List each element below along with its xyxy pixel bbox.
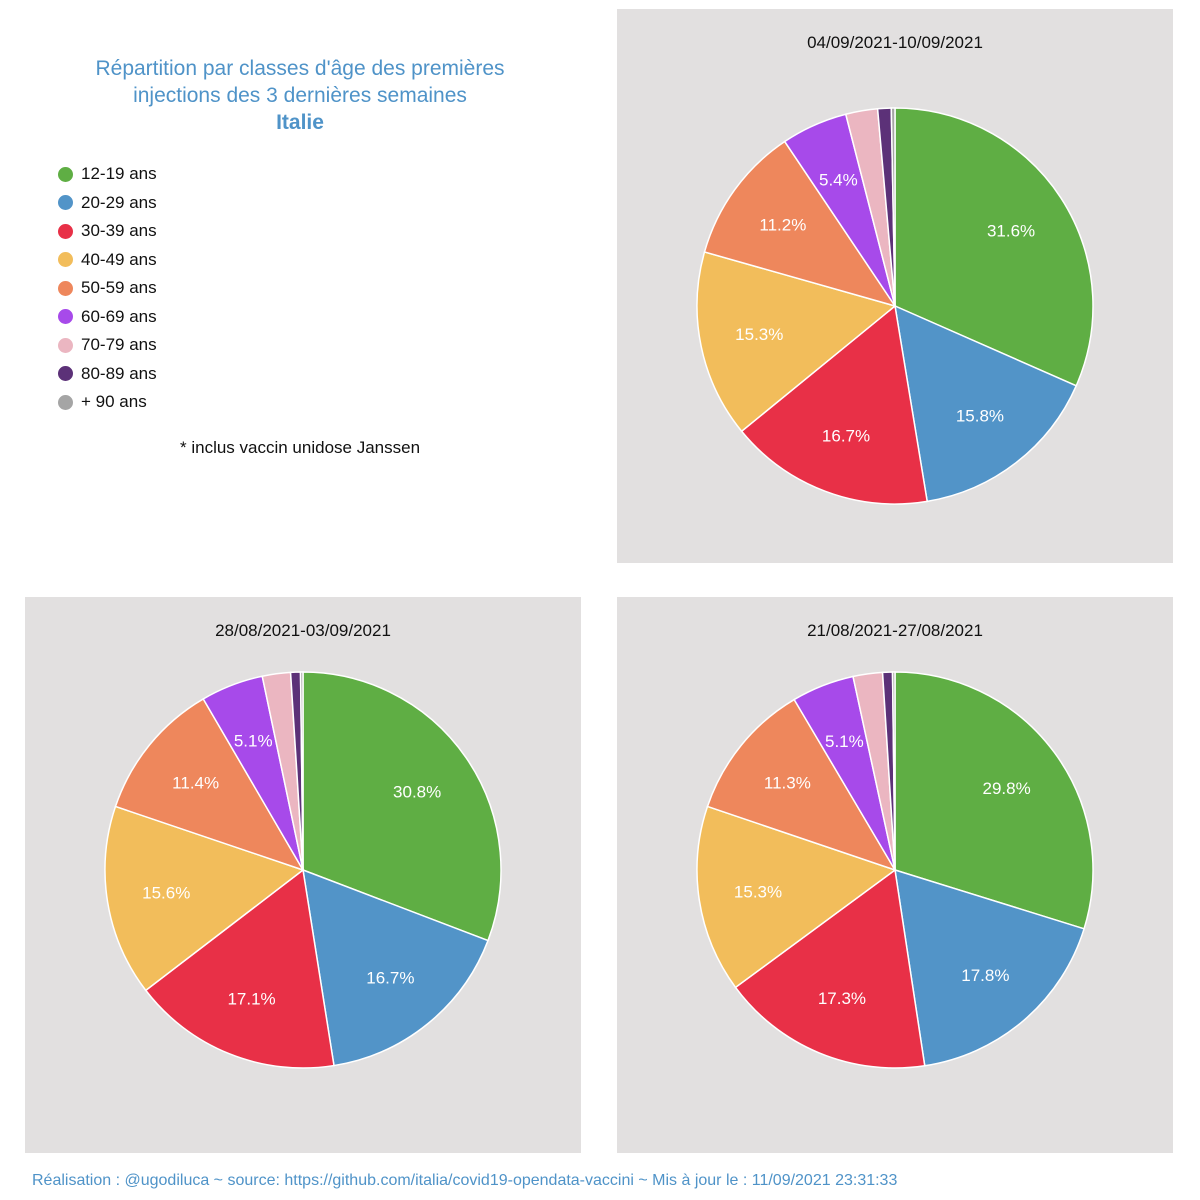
legend-swatch: [58, 309, 73, 325]
legend-label: 80-89 ans: [81, 363, 157, 383]
pie-data-label: 15.3%: [735, 325, 783, 344]
pie-slice-90[interactable]: [890, 107, 896, 307]
pie-slice-40-49[interactable]: [104, 805, 305, 992]
pie-panel-week-3: 21/08/2021-27/08/2021 29.8% 17.8% 17.3% 15.…: [617, 597, 1173, 1153]
pie-title: 04/09/2021-10/09/2021: [807, 33, 983, 52]
pie-slice-20-29[interactable]: [894, 304, 1078, 503]
pie-data-label: 11.2%: [759, 216, 806, 235]
legend-item[interactable]: + 90 ans: [58, 388, 157, 417]
pie-data-label: 31.6%: [987, 221, 1035, 240]
legend-item[interactable]: 80-89 ans: [58, 360, 157, 389]
legend-item[interactable]: 12-19 ans: [58, 160, 157, 189]
pie-data-label: 16.7%: [366, 969, 414, 988]
legend-swatch: [58, 252, 73, 268]
pie-chart-svg: 29.8% 17.8% 17.3% 15.3% 11.3% 5.1%: [696, 671, 1094, 1069]
title-country: Italie: [276, 111, 324, 134]
pie-data-label: 30.8%: [393, 782, 441, 801]
pie-data-label: 5.4%: [819, 171, 858, 190]
pie-data-label: 17.8%: [961, 966, 1009, 985]
legend-swatch: [58, 195, 73, 211]
legend: 12-19 ans 20-29 ans 30-39 ans 40-49 ans 50-5…: [58, 160, 157, 417]
legend-label: 60-69 ans: [81, 306, 157, 326]
pie-data-label: 5.1%: [234, 732, 273, 751]
pie-data-label: 5.1%: [825, 732, 864, 751]
pie-data-label: 17.3%: [818, 989, 866, 1008]
legend-item[interactable]: 50-59 ans: [58, 274, 157, 303]
legend-swatch: [58, 394, 73, 410]
pie-data-label: 29.8%: [983, 779, 1031, 798]
pie-slice-30-39[interactable]: [734, 868, 926, 1069]
pie-data-label: 11.3%: [764, 774, 811, 793]
pie-data-label: 15.8%: [956, 407, 1004, 426]
legend-swatch: [58, 166, 73, 182]
pie-panel-week-1: 04/09/2021-10/09/2021 31.6% 15.8% 16.7% 15.…: [617, 9, 1173, 563]
pie-data-label: 11.4%: [172, 773, 219, 792]
pie-title: 28/08/2021-03/09/2021: [215, 621, 391, 640]
pie-title: 21/08/2021-27/08/2021: [807, 621, 983, 640]
pie-slice-12-19[interactable]: [894, 107, 1094, 387]
pie-slice-50-59[interactable]: [706, 698, 897, 872]
legend-label: 12-19 ans: [81, 164, 157, 184]
pie-slice-30-39[interactable]: [740, 304, 929, 505]
legend-label: 50-59 ans: [81, 278, 157, 298]
pie-data-label: 17.1%: [227, 990, 275, 1009]
footer-credits: Réalisation : @ugodiluca ~ source: https…: [32, 1172, 898, 1189]
legend-item[interactable]: 20-29 ans: [58, 189, 157, 218]
legend-item[interactable]: 70-79 ans: [58, 331, 157, 360]
legend-swatch: [58, 223, 73, 239]
pie-slice-30-39[interactable]: [144, 868, 335, 1069]
pie-slice-40-49[interactable]: [696, 251, 897, 433]
pie-panel-week-2: 28/08/2021-03/09/2021 30.8% 16.7% 17.1% 15.…: [25, 597, 581, 1153]
pie-slice-20-29[interactable]: [302, 868, 489, 1067]
chart-title: Répartition par classes d'âge des premiè…: [40, 55, 560, 136]
pie-slice-90[interactable]: [891, 671, 896, 871]
legend-swatch: [58, 337, 73, 353]
title-line-1: Répartition par classes d'âge des premiè…: [95, 57, 505, 80]
pie-slice-40-49[interactable]: [696, 805, 897, 989]
pie-data-label: 15.3%: [734, 882, 782, 901]
legend-label: 40-49 ans: [81, 249, 157, 269]
pie-slice-50-59[interactable]: [114, 697, 305, 872]
legend-item[interactable]: 60-69 ans: [58, 303, 157, 332]
pie-data-label: 15.6%: [142, 884, 190, 903]
pie-slice-90[interactable]: [299, 671, 304, 871]
legend-item[interactable]: 30-39 ans: [58, 217, 157, 246]
title-line-2: injections des 3 dernières semaines: [133, 84, 467, 107]
legend-label: + 90 ans: [81, 392, 147, 412]
pie-chart-svg: 31.6% 15.8% 16.7% 15.3% 11.2% 5.4%: [696, 107, 1094, 505]
pie-chart-svg: 30.8% 16.7% 17.1% 15.6% 11.4% 5.1%: [104, 671, 502, 1069]
pie-data-label: 16.7%: [822, 427, 870, 446]
legend-item[interactable]: 40-49 ans: [58, 246, 157, 275]
legend-swatch: [58, 280, 73, 296]
pie-slice-12-19[interactable]: [302, 671, 502, 942]
pie-slice-50-59[interactable]: [703, 140, 897, 308]
pie-slice-20-29[interactable]: [894, 868, 1086, 1067]
legend-swatch: [58, 366, 73, 382]
footnote: * inclus vaccin unidose Janssen: [180, 438, 421, 457]
pie-slice-12-19[interactable]: [894, 671, 1094, 930]
legend-label: 20-29 ans: [81, 192, 157, 212]
legend-label: 70-79 ans: [81, 335, 157, 355]
legend-label: 30-39 ans: [81, 221, 157, 241]
